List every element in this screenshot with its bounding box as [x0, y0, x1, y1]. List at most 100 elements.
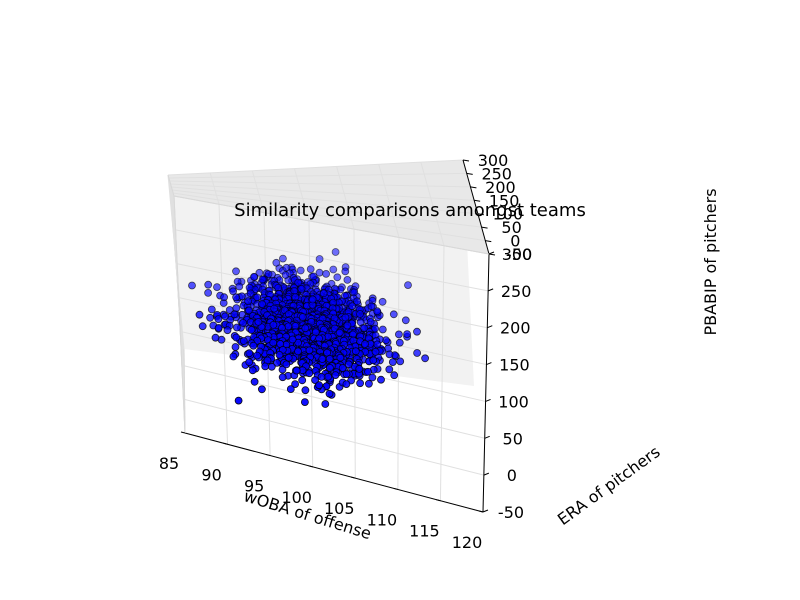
- data-point: [221, 312, 230, 321]
- data-point: [220, 293, 229, 302]
- data-point: [360, 324, 369, 333]
- z-tick-mark: [466, 172, 473, 175]
- data-point: [258, 275, 267, 284]
- data-point: [254, 317, 263, 326]
- chart-title: Similarity comparisons amongst teams: [234, 200, 586, 221]
- data-point: [301, 324, 310, 333]
- z-tick-label: -50: [506, 245, 532, 264]
- grid-line-z: [172, 189, 482, 228]
- grid-line-x: [420, 162, 445, 246]
- x-tick-label: 115: [409, 522, 440, 541]
- y-tick-mark: [487, 325, 493, 329]
- x-tick-label: 120: [452, 533, 483, 552]
- data-point: [338, 364, 347, 372]
- y-tick-label: 150: [499, 356, 530, 375]
- y-tick-mark: [483, 472, 490, 476]
- y-tick-mark: [486, 362, 492, 366]
- data-point: [333, 273, 342, 282]
- data-point: [214, 323, 223, 332]
- z-tick-label: 150: [489, 191, 520, 210]
- data-point: [230, 310, 239, 319]
- y-tick-label: 50: [503, 429, 523, 448]
- data-point: [331, 371, 340, 380]
- data-point: [235, 282, 244, 291]
- data-point: [272, 258, 281, 267]
- data-point: [356, 310, 364, 318]
- x-tick-label: 100: [281, 488, 312, 507]
- data-point: [371, 324, 380, 333]
- data-point: [297, 284, 306, 293]
- data-point: [298, 376, 307, 385]
- data-point: [292, 366, 301, 375]
- data-point: [248, 366, 257, 375]
- data-point: [368, 373, 377, 382]
- z-tick-label: 300: [478, 151, 509, 170]
- data-point: [404, 281, 412, 290]
- data-point: [245, 306, 253, 315]
- grid-line-x: [209, 172, 220, 205]
- data-point: [229, 352, 238, 361]
- data-point: [296, 266, 305, 275]
- data-point: [385, 365, 394, 374]
- data-point: [253, 351, 262, 360]
- data-point: [270, 304, 279, 313]
- data-point: [232, 323, 241, 332]
- y-tick-label: 250: [501, 282, 532, 301]
- data-point: [239, 337, 248, 345]
- data-point: [198, 322, 207, 331]
- y-tick-label: 0: [507, 466, 517, 485]
- z-tick-mark: [481, 226, 488, 229]
- z-axis-line: [462, 159, 490, 255]
- z-tick-label: 50: [501, 218, 521, 237]
- data-points: [188, 248, 430, 408]
- grid-line-z: [167, 174, 185, 350]
- pane-edge: [183, 348, 186, 434]
- data-point: [286, 385, 295, 394]
- grid-lines: [167, 159, 490, 513]
- data-point: [329, 265, 338, 274]
- z-tick-label: 250: [481, 164, 512, 183]
- data-point: [282, 360, 291, 369]
- x-tick-label: 90: [201, 465, 221, 484]
- data-point: [246, 289, 255, 298]
- data-point: [204, 280, 213, 289]
- data-point: [311, 376, 320, 385]
- data-point: [309, 272, 318, 281]
- data-point: [322, 269, 331, 278]
- data-point: [325, 354, 334, 363]
- axis-lines: [167, 159, 490, 513]
- data-point: [291, 380, 300, 389]
- data-point: [245, 358, 254, 367]
- data-point: [195, 310, 204, 319]
- y-tick-mark: [487, 288, 494, 292]
- grid-line-z: [170, 183, 475, 201]
- grid-line-z: [171, 186, 478, 215]
- x-tick-mark: [436, 499, 441, 502]
- z-tick-mark: [470, 186, 477, 189]
- y-tick-mark: [485, 398, 491, 402]
- z-tick-mark: [485, 240, 492, 243]
- data-point: [239, 318, 247, 327]
- data-point: [369, 356, 378, 365]
- grid-line-y: [181, 364, 485, 439]
- data-point: [253, 293, 262, 302]
- data-point: [389, 310, 398, 319]
- data-point: [421, 354, 430, 363]
- data-point: [317, 372, 326, 381]
- data-point: [401, 316, 410, 325]
- z-tick-label: 100: [493, 205, 524, 224]
- data-point: [378, 325, 387, 334]
- data-point: [288, 335, 297, 344]
- grid-line-x: [439, 245, 445, 501]
- data-point: [301, 386, 310, 395]
- grid-line-x: [378, 164, 400, 238]
- data-point: [394, 330, 403, 339]
- data-point: [247, 326, 256, 334]
- data-point: [355, 364, 364, 373]
- grid-line-z: [169, 180, 471, 188]
- data-point: [343, 275, 352, 284]
- x-tick-mark: [223, 442, 228, 445]
- data-point: [403, 330, 412, 339]
- data-point: [377, 375, 385, 384]
